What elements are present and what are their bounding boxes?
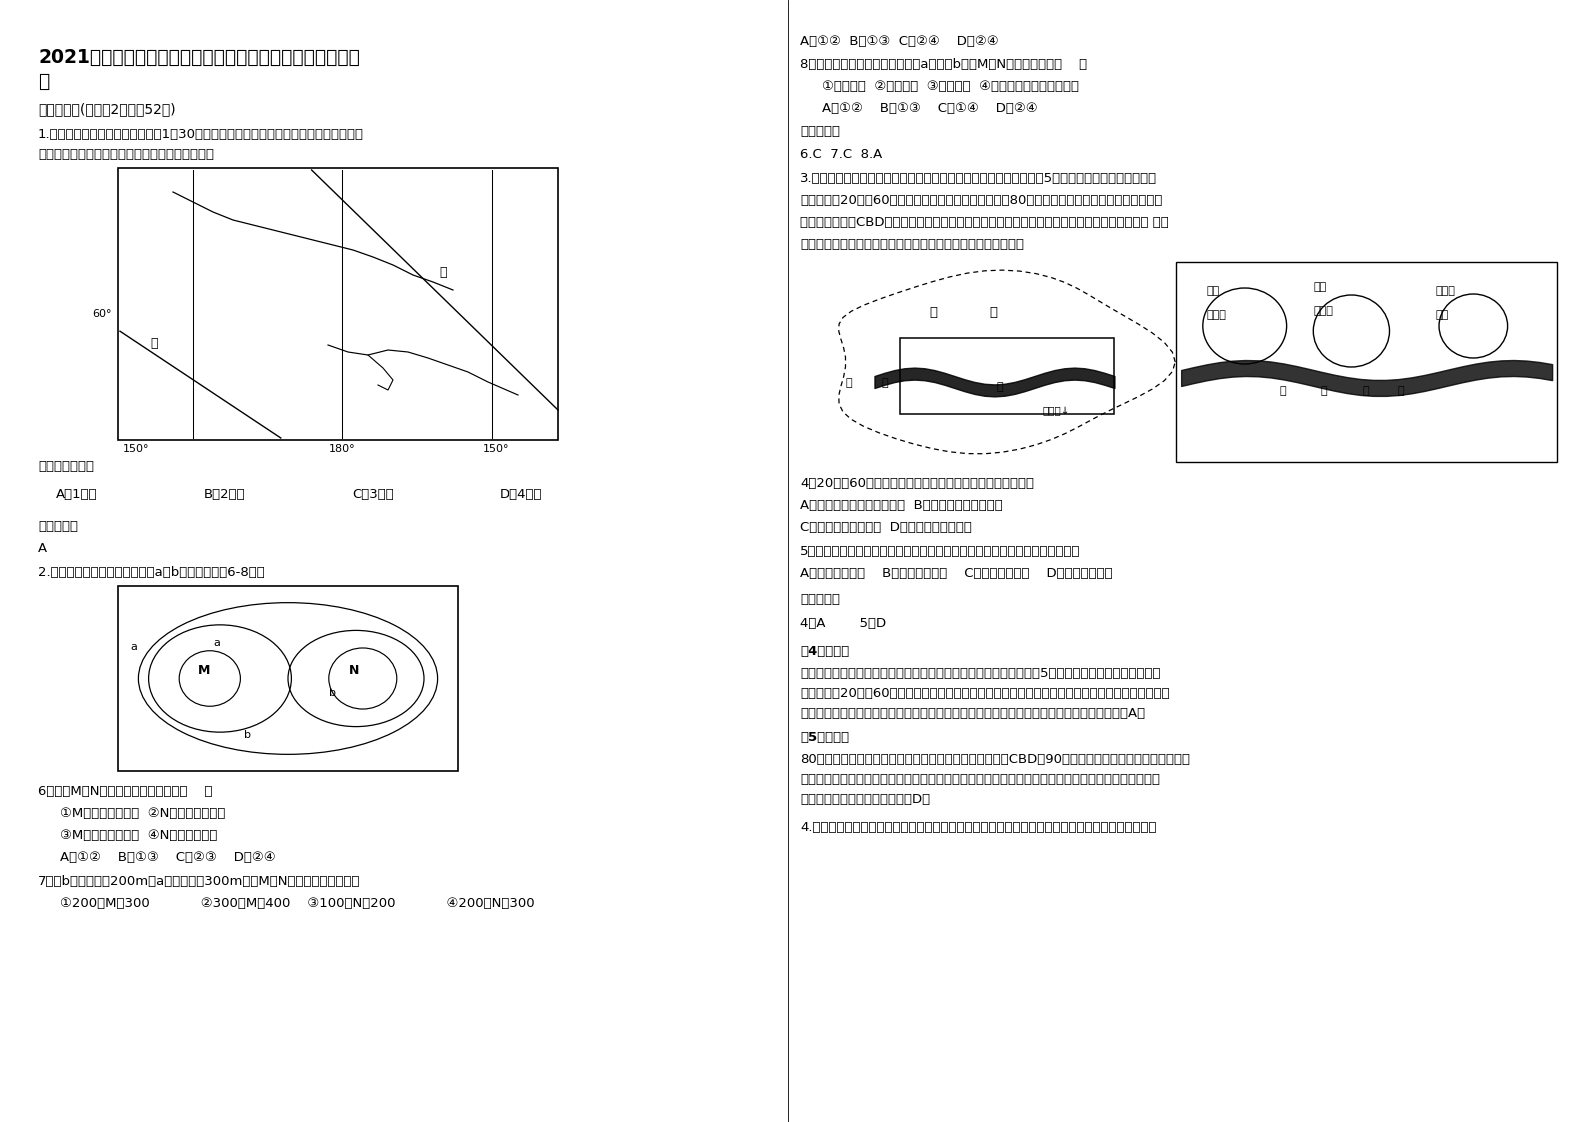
Text: 8、若图中闭合等高线的高度同为a或同为b，则M、N处的地形可能（    ）: 8、若图中闭合等高线的高度同为a或同为b，则M、N处的地形可能（ ） (800, 58, 1087, 71)
Text: 埠: 埠 (882, 378, 889, 388)
Text: ①同为注地  ②同为小丘  ③同为缓坡  ④一处为小丘，一处为注地: ①同为注地 ②同为小丘 ③同为缓坡 ④一处为小丘，一处为注地 (822, 80, 1079, 93)
Text: 飞行，到达甲地时看见太阳又在地平线附近。回答: 飞行，到达甲地时看见太阳又在地平线附近。回答 (38, 148, 214, 160)
Text: 7、若b海拘高度为200m，a海拘高度为300m，则M、N处的海拘高度为（）: 7、若b海拘高度为200m，a海拘高度为300m，则M、N处的海拘高度为（） (38, 875, 360, 888)
Text: a: a (213, 637, 221, 647)
Text: A．1小时: A．1小时 (56, 488, 98, 502)
Text: 6.C  7.C  8.A: 6.C 7.C 8.A (800, 148, 882, 160)
Text: 一、选择题(每小题2分，共52分): 一、选择题(每小题2分，共52分) (38, 102, 176, 116)
Text: A．现代交通运输方式的兴起  B．位于四岸，淤积严重: A．现代交通运输方式的兴起 B．位于四岸，淤积严重 (800, 499, 1003, 512)
Text: 港: 港 (846, 378, 852, 388)
Text: 1.读某区域图，一架飞机在当地时1时30分从乙地起飞时，太阳正好在地平线上。朝正西: 1.读某区域图，一架飞机在当地时1时30分从乙地起飞时，太阳正好在地平线上。朝正… (38, 128, 363, 141)
Text: N: N (349, 664, 360, 677)
Text: 4．A        5．D: 4．A 5．D (800, 617, 886, 629)
Text: 城相配合的新兴CBD，世界金融巨头花旗銀行和汇丰銀行等国际知名金融企业在此落户。目前， 金丝: 城相配合的新兴CBD，世界金融巨头花旗銀行和汇丰銀行等国际知名金融企业在此落户。… (800, 217, 1168, 229)
Text: 泰: 泰 (1279, 386, 1285, 396)
Text: 60°: 60° (92, 310, 111, 320)
Text: 3.金丝雀码头位于伦敌市东区的泰晤士河（见图），距伦敌老城区地5千米，这里曾是世界最繁荣的: 3.金丝雀码头位于伦敌市东区的泰晤士河（见图），距伦敌老城区地5千米，这里曾是世… (800, 172, 1157, 185)
Text: 至海洋↓: 至海洋↓ (1043, 406, 1070, 416)
Bar (900, 338, 1114, 414)
Text: 士: 士 (1363, 386, 1370, 396)
Text: 2021年安徽省滁州市实验中学高三地理下学期期末试卷含解: 2021年安徽省滁州市实验中学高三地理下学期期末试卷含解 (38, 48, 360, 67)
Text: 老城区: 老城区 (1206, 310, 1227, 320)
Text: 敌: 敌 (989, 306, 997, 319)
Text: 【4题详解】: 【4题详解】 (800, 645, 849, 657)
Text: a: a (130, 642, 136, 652)
Text: 2.读下面的等高线示意图，已知a＞b，读图回答第6-8题：: 2.读下面的等高线示意图，已知a＞b，读图回答第6-8题： (38, 565, 265, 579)
Text: 150°: 150° (124, 444, 149, 454)
Text: 銀行等国际知名金融企业在此落户，因此与伦敌金融城相比，金丝雀码头吸引花旗銀行和汇丰銀行落户: 銀行等国际知名金融企业在此落户，因此与伦敌金融城相比，金丝雀码头吸引花旗銀行和汇… (800, 773, 1160, 787)
Text: 80年代，政府决定将其改造成与伦敌金融城相配合的新兴CBD；90年代，世界金融巨头花旗銀行和汇丰: 80年代，政府决定将其改造成与伦敌金融城相配合的新兴CBD；90年代，世界金融巨… (800, 753, 1190, 766)
Text: b: b (244, 730, 251, 741)
Text: 参考答案：: 参考答案： (38, 519, 78, 533)
Text: ③M为山坡上的小丘  ④N为山坡上的丘: ③M为山坡上的小丘 ④N为山坡上的丘 (60, 829, 217, 842)
Text: 4.近年来，位于高纬的西伯利亚地区气候发生了明显变化，土地覆被也随之变化，平地上的耕地明显: 4.近年来，位于高纬的西伯利亚地区气候发生了明显变化，土地覆被也随之变化，平地上… (800, 821, 1157, 834)
Text: 伦: 伦 (928, 306, 936, 319)
Text: 金丝雀: 金丝雀 (1435, 286, 1455, 296)
Text: 5．与伦敌金融城相比，金丝雀码头吸引花旗銀行和汇丰銀行落户的主要条件是: 5．与伦敌金融城相比，金丝雀码头吸引花旗銀行和汇丰銀行落户的主要条件是 (800, 545, 1081, 558)
Text: A．产业基础较好    B．水陆交通便利    C．人口素质较高    D．租金税收优惠: A．产业基础较好 B．水陆交通便利 C．人口素质较高 D．租金税收优惠 (800, 567, 1112, 580)
Text: 河: 河 (997, 381, 1003, 392)
Text: 雀码头已转型为伦敌重要的国际金融中心。据此完成下面小题。: 雀码头已转型为伦敌重要的国际金融中心。据此完成下面小题。 (800, 238, 1024, 251)
Text: 码头之一。20世纪60年代，金丝雀码头地区走向衰落；80年代，政府决定将其改造成与伦敌金融: 码头之一。20世纪60年代，金丝雀码头地区走向衰落；80年代，政府决定将其改造成… (800, 194, 1162, 206)
Bar (1176, 263, 1557, 462)
Text: C．伦敌金融城的冲击  D．地区经济发展缓慢: C．伦敌金融城的冲击 D．地区经济发展缓慢 (800, 521, 971, 534)
Text: D．4小时: D．4小时 (500, 488, 543, 502)
Text: ①M为山坡上的注地  ②N为山坡上的注地: ①M为山坡上的注地 ②N为山坡上的注地 (60, 807, 225, 820)
Text: 根据材料「金丝雀码头位于伦敌市东区的泰晤士河，距伦敌老城区地5千米，这里曾是世界最繁荣的码: 根据材料「金丝雀码头位于伦敌市东区的泰晤士河，距伦敌老城区地5千米，这里曾是世界… (800, 666, 1160, 680)
Text: M: M (198, 664, 209, 677)
Text: 6、有关M、N两处地形的正确叙述是（    ）: 6、有关M、N两处地形的正确叙述是（ ） (38, 785, 213, 798)
Text: 【5题详解】: 【5题详解】 (800, 732, 849, 744)
Text: A、①②    B、①③    C，①④    D、②④: A、①② B、①③ C，①④ D、②④ (822, 102, 1038, 114)
Text: 甲: 甲 (151, 337, 157, 350)
Text: 析: 析 (38, 72, 49, 91)
Text: 乙: 乙 (440, 266, 446, 279)
Text: 伦敌: 伦敌 (1314, 282, 1327, 292)
Text: B．2小时: B．2小时 (205, 488, 246, 502)
Text: b: b (329, 688, 336, 698)
Text: A、①②    B、①③    C、②③    D、②④: A、①② B、①③ C、②③ D、②④ (60, 850, 276, 864)
Text: C．3小时: C．3小时 (352, 488, 394, 502)
Text: 头之一」。20世纪60年代，金丝雀码头地区走向衰落，主要原因最可能是交通运输方式进步（因为水: 头之一」。20世纪60年代，金丝雀码头地区走向衰落，主要原因最可能是交通运输方式… (800, 687, 1170, 700)
Text: 伦敌: 伦敌 (1206, 286, 1220, 296)
Text: 4．20世纪60年代，金丝雀码头地区走向衰落的最主要原因是: 4．20世纪60年代，金丝雀码头地区走向衰落的最主要原因是 (800, 477, 1035, 490)
Text: A、①②  B、①③  C、②④    D、②④: A、①② B、①③ C、②④ D、②④ (800, 35, 998, 48)
Text: 150°: 150° (482, 444, 509, 454)
Text: 金融城: 金融城 (1314, 306, 1333, 316)
Text: 码头: 码头 (1435, 310, 1449, 320)
Text: 参考答案：: 参考答案： (800, 594, 840, 606)
Text: 参考答案：: 参考答案： (800, 125, 840, 138)
Text: 180°: 180° (329, 444, 355, 454)
Text: 河: 河 (1397, 386, 1404, 396)
Bar (117, 586, 459, 771)
Text: 运速度太慢，且受自然条件影响大），使得原有交通运输方式衰落，继而码头走向衰落。故选A。: 运速度太慢，且受自然条件影响大），使得原有交通运输方式衰落，继而码头走向衰落。故… (800, 707, 1146, 720)
Text: A: A (38, 542, 48, 555)
Text: 晤: 晤 (1320, 386, 1328, 396)
Text: 的主要条件是租金税收优惠。故D。: 的主要条件是租金税收优惠。故D。 (800, 793, 930, 806)
Text: 飞机飞行的时间: 飞机飞行的时间 (38, 460, 94, 473)
Bar (117, 168, 559, 440)
Text: ①200＜M＜300            ②300＜M＜400    ③100＜N＜200            ④200＜N＜300: ①200＜M＜300 ②300＜M＜400 ③100＜N＜200 ④200＜N＜… (60, 896, 535, 910)
